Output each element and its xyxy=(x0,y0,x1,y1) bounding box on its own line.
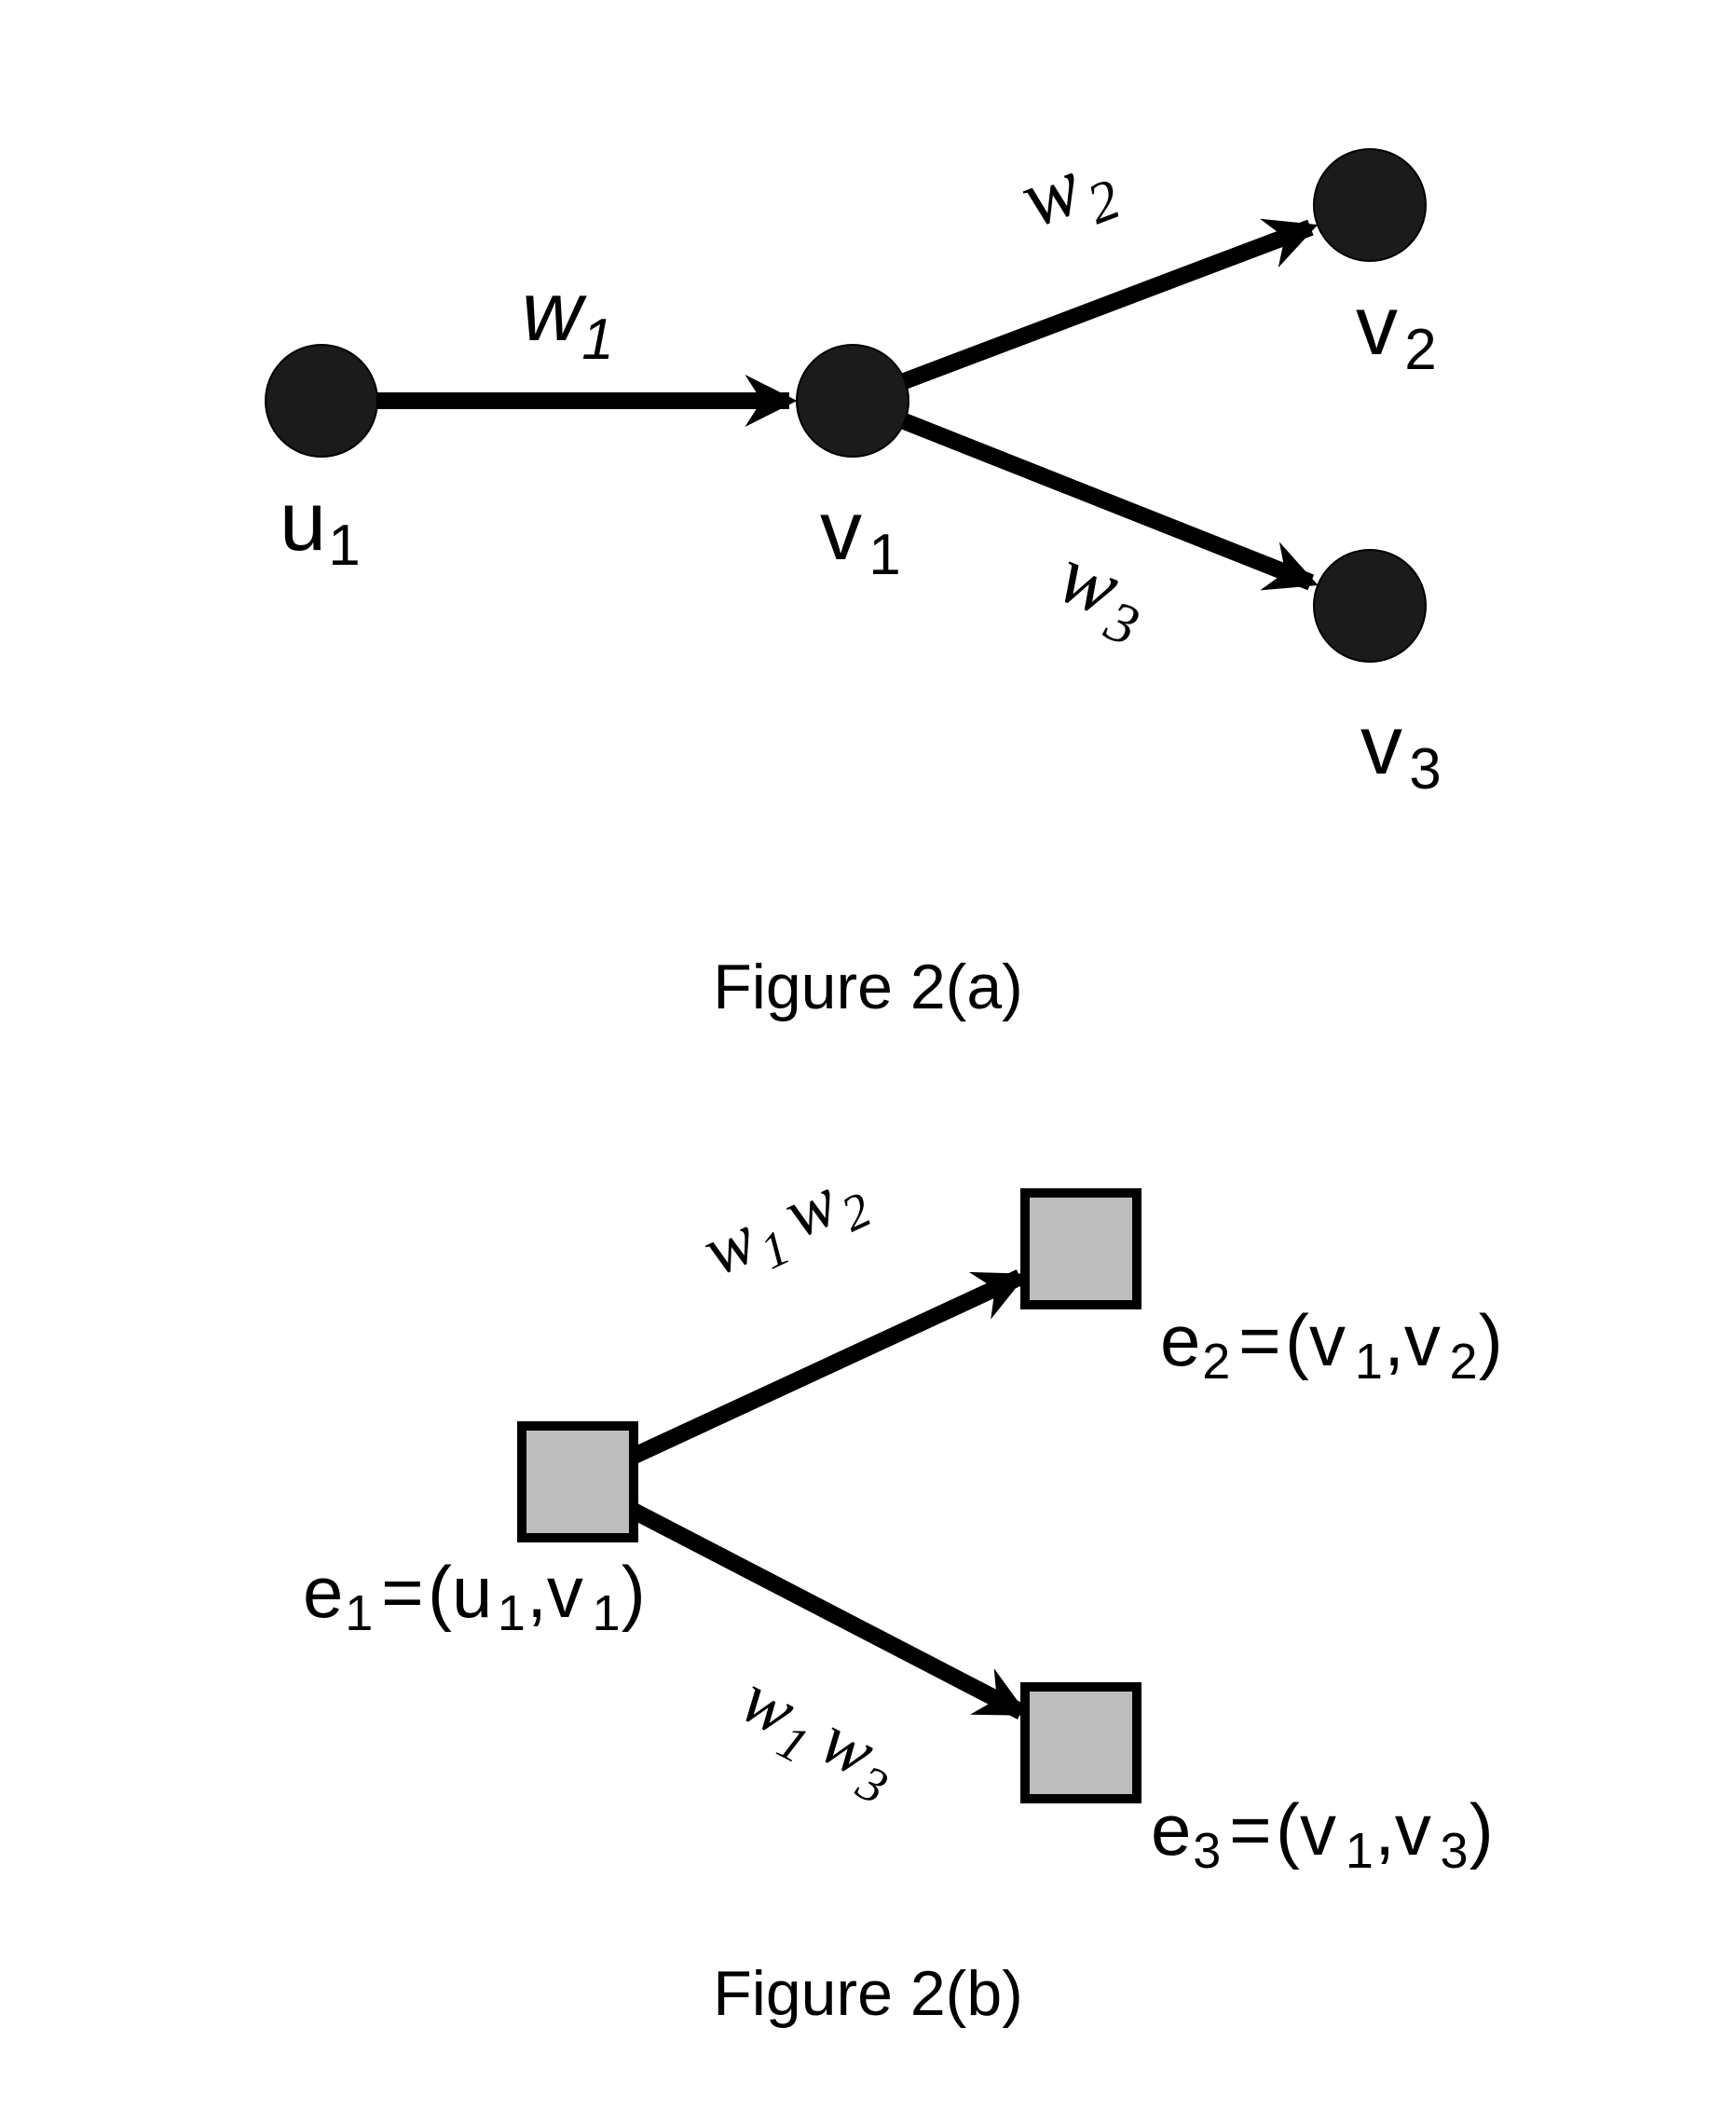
figure-b-caption: Figure 2(b) xyxy=(0,1957,1736,2030)
svg-text:2: 2 xyxy=(1449,1334,1477,1390)
svg-text:,v: ,v xyxy=(1384,1299,1441,1381)
svg-text:(u: (u xyxy=(428,1551,492,1633)
edge-v1-v2 xyxy=(905,227,1310,381)
diagram-canvas: w1w2w3u1v1v2v3w1w2w1w3e1=(u1,v1)e2=(v1,v… xyxy=(0,0,1736,2124)
svg-text:=: = xyxy=(1229,1788,1272,1870)
figure-a-caption: Figure 2(a) xyxy=(0,951,1736,1023)
svg-text:(v: (v xyxy=(1285,1299,1346,1381)
svg-text:w: w xyxy=(690,1198,769,1292)
svg-text:v: v xyxy=(820,485,862,578)
node-e3 xyxy=(1025,1687,1137,1799)
svg-text:): ) xyxy=(1469,1788,1494,1870)
svg-text:1: 1 xyxy=(1355,1334,1383,1390)
svg-text:w: w xyxy=(522,266,587,359)
svg-text:=: = xyxy=(1238,1299,1281,1381)
svg-text:w: w xyxy=(1008,140,1093,246)
node-u1 xyxy=(266,345,377,457)
svg-text:2: 2 xyxy=(1202,1334,1230,1390)
node-e2 xyxy=(1025,1193,1137,1305)
svg-text:1: 1 xyxy=(1346,1823,1374,1879)
svg-text:,v: ,v xyxy=(1374,1788,1431,1870)
svg-text:=: = xyxy=(381,1551,424,1633)
svg-text:1: 1 xyxy=(498,1585,526,1641)
svg-text:1: 1 xyxy=(345,1585,373,1641)
svg-text:(v: (v xyxy=(1276,1788,1336,1870)
svg-text:v: v xyxy=(1360,699,1402,792)
svg-text:v: v xyxy=(1356,280,1398,373)
edge-e1-e3 xyxy=(627,1508,1021,1712)
svg-text:,v: ,v xyxy=(526,1551,583,1633)
svg-text:u: u xyxy=(280,475,326,569)
svg-text:): ) xyxy=(1479,1299,1503,1381)
svg-text:3: 3 xyxy=(1440,1823,1468,1879)
svg-text:1: 1 xyxy=(592,1585,620,1641)
svg-text:1: 1 xyxy=(581,308,613,372)
svg-text:1: 1 xyxy=(328,514,360,578)
node-e1 xyxy=(522,1426,634,1538)
svg-text:1: 1 xyxy=(868,523,900,587)
svg-text:e: e xyxy=(303,1551,343,1633)
node-v2 xyxy=(1314,149,1426,261)
svg-text:e: e xyxy=(1160,1299,1200,1381)
svg-text:3: 3 xyxy=(1409,737,1441,802)
node-v1 xyxy=(797,345,909,457)
svg-text:3: 3 xyxy=(1193,1823,1221,1879)
page: w1w2w3u1v1v2v3w1w2w1w3e1=(u1,v1)e2=(v1,v… xyxy=(0,0,1736,2124)
svg-text:e: e xyxy=(1151,1788,1191,1870)
node-v3 xyxy=(1314,550,1426,662)
edge-e1-e2 xyxy=(628,1277,1019,1459)
svg-text:): ) xyxy=(622,1551,646,1633)
svg-text:2: 2 xyxy=(1404,318,1436,382)
